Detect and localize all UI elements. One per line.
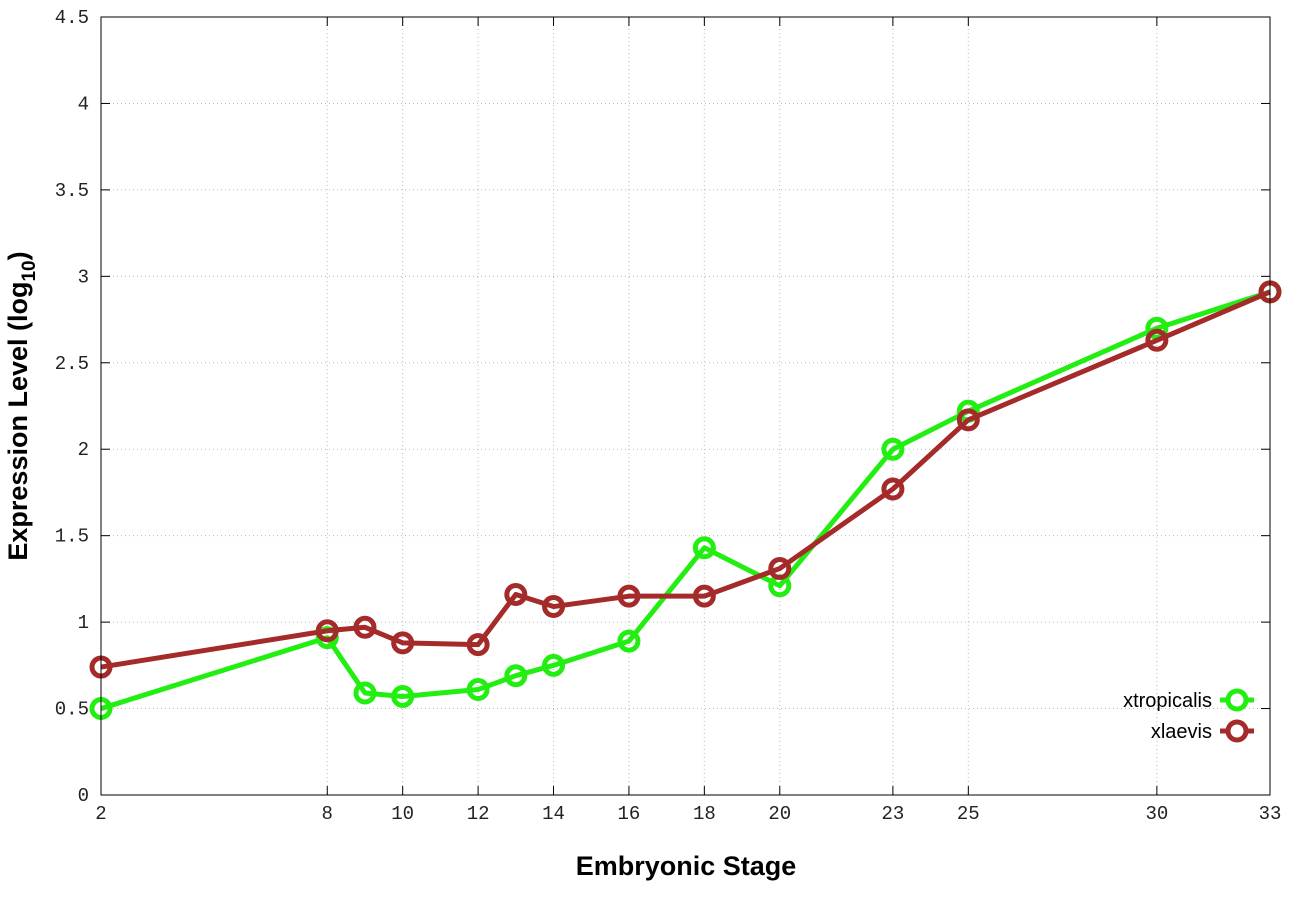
data-point-xtropicalis [617,629,641,653]
y-tick-label: 0.5 [55,699,89,721]
x-tick-label: 30 [1145,803,1168,825]
series-line-xtropicalis [100,289,1271,711]
x-tick-label: 25 [957,803,980,825]
data-point-xlaevis [768,557,792,581]
data-point-xlaevis [353,615,377,639]
data-point-xlaevis [617,584,641,608]
x-tick-label: 8 [322,803,333,825]
grid [101,17,1270,795]
data-point-xtropicalis [466,678,490,702]
data-point-xlaevis [881,477,905,501]
data-point-xtropicalis [881,437,905,461]
x-tick-label: 23 [881,803,904,825]
x-tick-label: 20 [768,803,791,825]
y-axis-label: Expression Level (log10) [3,251,40,560]
data-point-xlaevis [504,582,528,606]
data-point-xtropicalis [391,684,415,708]
y-tick-label: 0 [78,785,89,807]
legend: xtropicalis xlaevis [1123,688,1254,743]
data-point-xlaevis [466,633,490,657]
data-point-xlaevis [692,584,716,608]
y-tick-label: 4 [78,93,89,115]
data-point-xlaevis [956,408,980,432]
series-line-xlaevis [100,289,1271,670]
series-lines [89,280,1282,721]
x-tick-label: 12 [467,803,490,825]
x-tick-label: 2 [95,803,106,825]
x-tick-label: 16 [618,803,641,825]
y-tick-label: 2 [78,439,89,461]
y-tick-label: 4.5 [55,7,89,29]
legend-marker-xtropicalis [1225,688,1249,712]
data-point-xlaevis [1145,328,1169,352]
data-point-xtropicalis [692,536,716,560]
legend-label-xlaevis: xlaevis [1151,721,1212,743]
data-point-xtropicalis [353,681,377,705]
y-tick-label: 3 [78,266,89,288]
data-point-xlaevis [542,595,566,619]
legend-marker-xlaevis [1225,719,1249,743]
plot-border [100,16,1271,796]
x-tick-label: 18 [693,803,716,825]
data-point-xlaevis [391,631,415,655]
data-point-xlaevis [315,619,339,643]
data-point-xtropicalis [504,664,528,688]
y-tick-label: 2.5 [55,353,89,375]
ticks: 0 0.5 1 1.5 2 2.5 3 3.5 4 4.5 2 8 10 12 14 16 18 20 23 25 30… [55,7,1282,825]
y-tick-label: 3.5 [55,180,89,202]
x-axis-label: Embryonic Stage [576,851,797,881]
legend-label-xtropicalis: xtropicalis [1123,690,1212,712]
x-tick-label: 14 [542,803,565,825]
y-tick-label: 1.5 [55,526,89,548]
x-tick-label: 33 [1259,803,1282,825]
x-tick-label: 10 [391,803,414,825]
data-point-xtropicalis [542,653,566,677]
data-point-xtropicalis [1145,316,1169,340]
y-tick-label: 1 [78,612,89,634]
